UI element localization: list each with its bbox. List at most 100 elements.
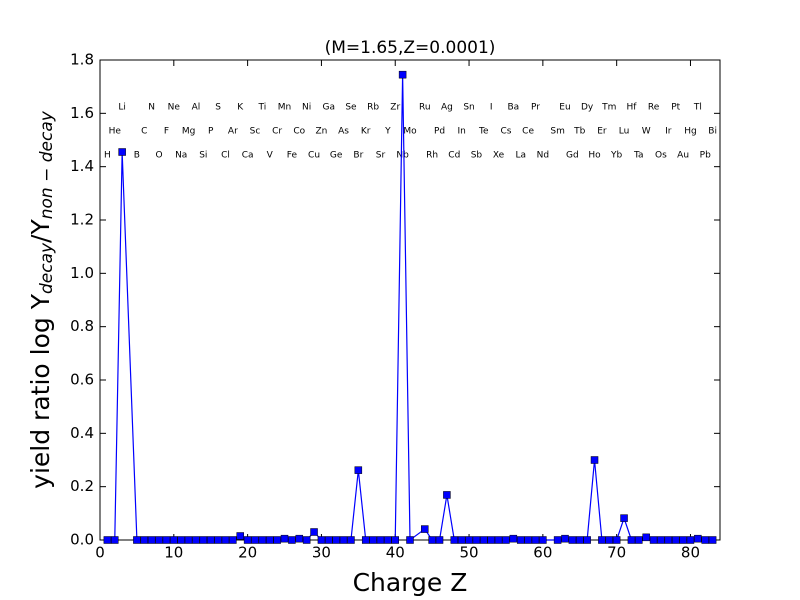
element-label: Sm [550, 127, 564, 137]
data-point [465, 536, 473, 544]
element-label: As [338, 127, 349, 137]
data-point [302, 536, 311, 544]
element-label: Rh [426, 151, 438, 161]
data-point [642, 533, 650, 542]
data-point [332, 536, 340, 544]
data-point [391, 536, 399, 544]
element-label: F [164, 127, 169, 137]
data-point [317, 536, 326, 544]
data-point [184, 536, 193, 544]
data-point [590, 456, 599, 464]
y-tick-label: 1.2 [70, 211, 94, 229]
element-label: B [134, 151, 140, 161]
data-point [310, 528, 318, 536]
element-label: V [267, 151, 274, 161]
x-tick-label: 30 [312, 544, 331, 562]
element-label: Pr [531, 103, 540, 113]
data-point [111, 536, 119, 544]
element-label: Br [353, 151, 363, 161]
y-tick-label: 1.4 [70, 157, 94, 175]
data-point [236, 532, 244, 540]
element-label: Te [478, 127, 489, 137]
x-tick-label: 70 [607, 544, 626, 562]
data-point [243, 536, 252, 544]
y-label-sub: decay [37, 242, 57, 294]
element-label: Er [597, 127, 607, 137]
data-point [531, 536, 540, 544]
element-label: Re [648, 103, 660, 113]
data-point [140, 536, 149, 544]
element-label: Tm [601, 103, 616, 113]
element-label: Pb [700, 151, 711, 161]
data-point [576, 536, 584, 544]
element-label: Zr [390, 103, 400, 113]
data-point [162, 536, 171, 544]
x-tick-label: 20 [238, 544, 257, 562]
element-label: Gd [566, 151, 579, 161]
data-point [273, 536, 281, 544]
data-point [288, 536, 296, 544]
element-label: Dy [581, 103, 594, 113]
element-label: Os [655, 151, 667, 161]
element-label: Ne [168, 103, 181, 113]
data-point [177, 536, 185, 544]
element-label: H [104, 151, 111, 161]
element-label: Pd [434, 127, 445, 137]
element-label: Sr [376, 151, 386, 161]
data-point [369, 536, 377, 544]
y-tick-label: 1.8 [70, 51, 94, 69]
x-tick-label: 10 [164, 544, 183, 562]
element-label: Sb [471, 151, 483, 161]
x-tick-label: 40 [386, 544, 405, 562]
data-point [487, 536, 495, 544]
data-point [325, 536, 333, 544]
data-point [428, 536, 436, 544]
data-point [339, 536, 348, 544]
data-point [561, 534, 569, 543]
element-label: S [215, 103, 221, 113]
y-axis-label: yield ratio log Ydecay/Ynon − decay [26, 110, 57, 489]
data-line [107, 74, 713, 542]
element-label: Ir [665, 127, 672, 137]
data-point [192, 536, 200, 544]
data-point [494, 536, 503, 544]
y-tick-label: 1.6 [70, 104, 94, 122]
element-label: Mn [278, 103, 291, 113]
data-point [679, 536, 687, 544]
data-point [472, 536, 481, 544]
x-tick-label: 60 [533, 544, 552, 562]
data-point [708, 536, 717, 544]
element-label: Cl [221, 151, 230, 161]
element-label: Zn [315, 127, 327, 137]
data-point [612, 536, 621, 544]
y-tick-label: 0.0 [70, 531, 94, 549]
data-point [443, 491, 451, 499]
element-label: W [642, 127, 651, 137]
element-label: Na [175, 151, 187, 161]
element-label: Ge [330, 151, 343, 161]
data-point [406, 536, 414, 544]
y-label-text: yield ratio log Y [26, 293, 55, 489]
element-label: Cu [308, 151, 320, 161]
x-tick-label: 0 [95, 544, 105, 562]
y-tick-label: 0.4 [70, 424, 94, 442]
data-point [354, 466, 363, 474]
data-point [450, 536, 459, 544]
data-point [147, 536, 156, 544]
element-label: Pt [671, 103, 680, 113]
data-point [583, 536, 591, 544]
element-label: C [141, 127, 147, 137]
chart-title: (M=1.65,Z=0.0001) [325, 38, 496, 58]
data-point [384, 536, 392, 544]
data-point [103, 536, 112, 544]
element-label: Mo [403, 127, 417, 137]
element-label: Ce [522, 127, 534, 137]
element-label: Al [192, 103, 201, 113]
element-label: Ca [242, 151, 254, 161]
element-label: Sn [463, 103, 474, 113]
data-point [199, 536, 208, 544]
element-label: Cs [500, 127, 511, 137]
y-tick-label: 0.6 [70, 371, 94, 389]
element-label: Ni [302, 103, 311, 113]
